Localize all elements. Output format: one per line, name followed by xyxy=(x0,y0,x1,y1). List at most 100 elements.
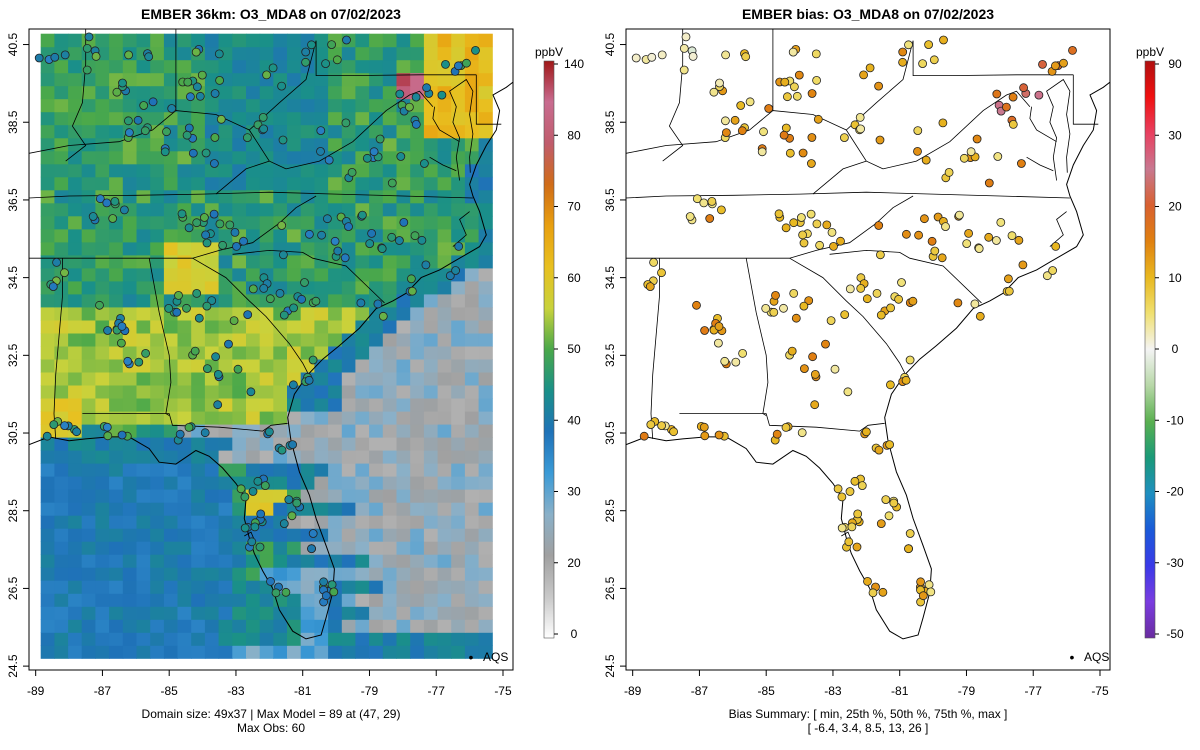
aqs-site-bias xyxy=(975,311,985,321)
heatmap-cell xyxy=(68,33,83,48)
heatmap-cell xyxy=(259,528,274,542)
heatmap-cell xyxy=(423,476,439,490)
heatmap-cell xyxy=(478,124,493,139)
heatmap-cell xyxy=(437,450,452,464)
heatmap-cell xyxy=(328,619,343,633)
heatmap-cell xyxy=(423,463,439,477)
heatmap-cell xyxy=(232,215,247,230)
heatmap-cell xyxy=(246,46,261,61)
heatmap-cell xyxy=(54,554,69,568)
heatmap-cell xyxy=(478,385,493,399)
heatmap-cell xyxy=(259,398,274,412)
aqs-site-bias xyxy=(856,124,865,134)
heatmap-cell xyxy=(410,463,425,477)
heatmap-cell xyxy=(259,241,274,256)
heatmap-cell xyxy=(396,528,411,542)
heatmap-cell xyxy=(464,632,480,646)
heatmap-cell xyxy=(300,489,315,503)
heatmap-cell xyxy=(109,489,124,503)
aqs-site-bias xyxy=(972,134,982,144)
heatmap-cell xyxy=(451,320,466,334)
heatmap-cell xyxy=(95,463,110,477)
heatmap-cell xyxy=(177,541,192,555)
heatmap-cell xyxy=(478,333,493,347)
heatmap-cell xyxy=(328,437,343,451)
aqs-site-bias xyxy=(1051,241,1061,251)
heatmap-cell xyxy=(341,398,356,412)
heatmap-cell xyxy=(300,424,315,438)
heatmap-cell xyxy=(246,320,261,334)
heatmap-cell xyxy=(109,137,124,152)
heatmap-cell xyxy=(232,137,247,152)
heatmap-cell xyxy=(136,320,151,334)
aqs-site-bias xyxy=(875,135,885,145)
heatmap-cell xyxy=(232,124,247,139)
aqs-site-bias xyxy=(808,352,817,362)
heatmap-cell xyxy=(246,359,261,373)
heatmap-cell xyxy=(300,606,315,620)
heatmap-cell xyxy=(81,450,96,464)
heatmap-cell xyxy=(163,202,179,217)
heatmap-cell xyxy=(68,137,83,152)
heatmap-cell xyxy=(109,111,124,126)
aqs-site-obs xyxy=(50,52,60,62)
heatmap-cell xyxy=(423,346,439,360)
aqs-site-bias xyxy=(885,440,894,450)
heatmap-cell xyxy=(95,176,110,191)
heatmap-cell xyxy=(287,72,302,87)
heatmap-cell xyxy=(369,372,384,386)
heatmap-cell xyxy=(396,450,411,464)
aqs-site-obs xyxy=(288,440,298,450)
state-boundary xyxy=(882,90,1031,170)
heatmap-cell xyxy=(287,111,302,126)
heatmap-cell xyxy=(396,580,411,594)
heatmap-cell xyxy=(300,254,315,269)
heatmap-cell xyxy=(300,385,315,399)
heatmap-cell xyxy=(136,645,151,659)
aqs-site-bias xyxy=(884,511,894,521)
heatmap-cell xyxy=(396,632,411,646)
heatmap-cell xyxy=(177,176,192,191)
left-legend-label: AQS xyxy=(483,650,508,664)
heatmap-cell xyxy=(177,645,192,659)
heatmap-cell xyxy=(163,346,179,360)
heatmap-cell xyxy=(81,111,96,126)
heatmap-cell xyxy=(423,502,439,516)
heatmap-cell xyxy=(451,254,466,269)
heatmap-cell xyxy=(451,489,466,503)
heatmap-cell xyxy=(191,202,206,217)
heatmap-cell xyxy=(54,567,69,581)
heatmap-cell xyxy=(246,424,261,438)
heatmap-cell xyxy=(287,176,302,191)
heatmap-cell xyxy=(410,580,425,594)
heatmap-cell xyxy=(163,254,179,269)
heatmap-cell xyxy=(150,515,165,529)
heatmap-cell xyxy=(410,215,425,230)
heatmap-cell xyxy=(341,359,356,373)
heatmap-cell xyxy=(437,606,452,620)
heatmap-cell xyxy=(54,111,69,126)
aqs-site-obs xyxy=(277,445,287,455)
heatmap-cell xyxy=(218,254,233,269)
heatmap-cell xyxy=(328,411,343,425)
heatmap-cell xyxy=(54,359,69,373)
heatmap-cell xyxy=(396,619,411,633)
heatmap-cell xyxy=(68,476,83,490)
heatmap-cell xyxy=(273,267,288,282)
heatmap-cell xyxy=(204,541,220,555)
heatmap-cell xyxy=(81,606,96,620)
heatmap-cell xyxy=(464,124,480,139)
aqs-site-obs xyxy=(214,49,224,59)
heatmap-cell xyxy=(341,189,356,204)
heatmap-cell xyxy=(396,372,411,386)
aqs-site-obs xyxy=(202,301,212,311)
heatmap-cell xyxy=(136,85,151,100)
heatmap-cell xyxy=(478,202,493,217)
aqs-site-obs xyxy=(404,102,414,112)
aqs-site-obs xyxy=(278,135,288,145)
heatmap-cell xyxy=(382,163,397,178)
heatmap-cell xyxy=(396,502,411,516)
heatmap-cell xyxy=(328,85,343,100)
heatmap-cell xyxy=(464,176,480,191)
aqs-site-obs xyxy=(324,155,334,165)
